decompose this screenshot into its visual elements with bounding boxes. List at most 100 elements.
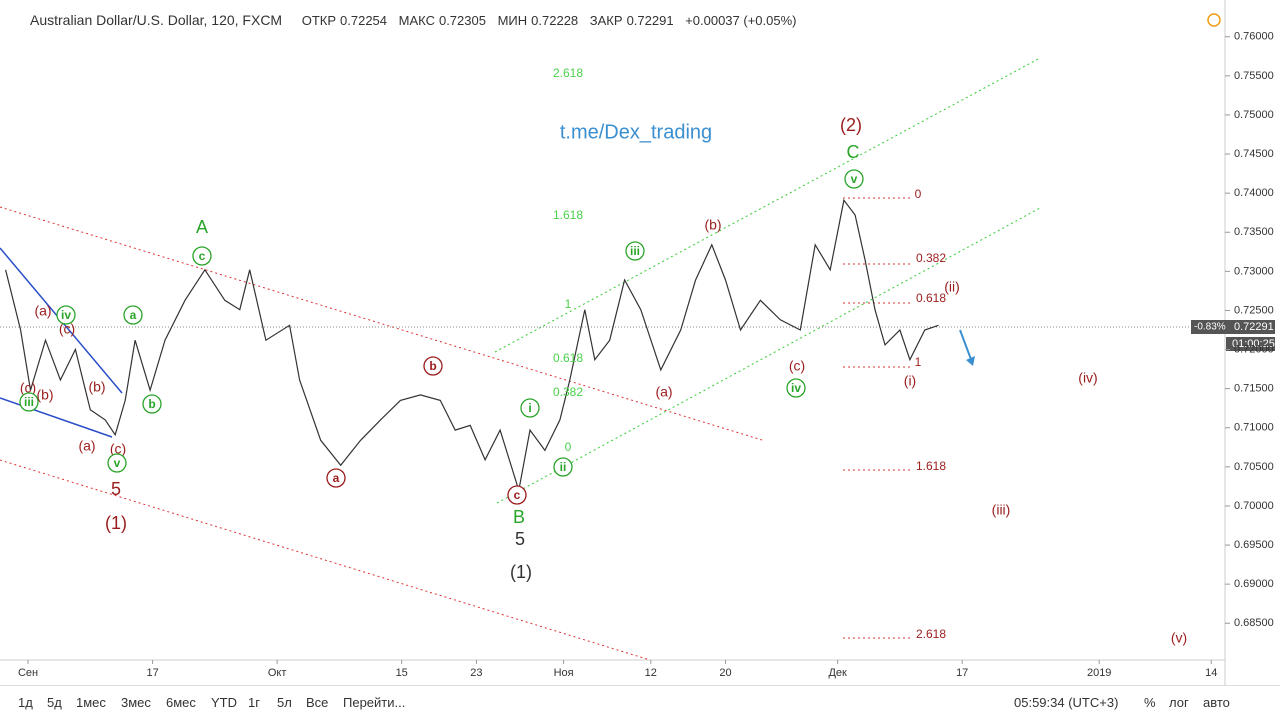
x-tick-label: Окт: [268, 667, 287, 679]
annotation: (a): [655, 384, 672, 400]
ohlc-value: 0.72254: [340, 13, 388, 28]
annotation: iii: [630, 244, 640, 258]
annotation: v: [851, 172, 858, 186]
trend-line: [0, 397, 113, 438]
channel-line: [0, 459, 651, 661]
symbol-title[interactable]: Australian Dollar/U.S. Dollar, 120, FXCM: [30, 12, 283, 28]
annotation: (1): [105, 513, 127, 533]
annotation: (i): [904, 373, 916, 389]
channel-line: [494, 57, 1041, 353]
y-tick-label: 0.72000: [1234, 343, 1274, 355]
percent-toggle[interactable]: %: [1144, 695, 1156, 710]
range-button[interactable]: 6мес: [166, 695, 196, 710]
x-tick-label: 14: [1205, 667, 1217, 679]
annotation: C: [847, 142, 860, 162]
annotation: (b): [704, 217, 721, 233]
annotation: 1: [915, 355, 922, 369]
y-tick-label: 0.76000: [1234, 31, 1274, 43]
x-tick-label: Ноя: [554, 667, 574, 679]
range-button[interactable]: 5д: [47, 695, 62, 710]
x-tick-label: 20: [719, 667, 731, 679]
wave-circle: [123, 305, 143, 325]
y-tick-label: 0.71500: [1234, 383, 1274, 395]
annotation: 2.618: [553, 66, 583, 80]
y-tick-label: 0.74500: [1234, 148, 1274, 160]
annotation: (b): [36, 387, 53, 403]
annotation: b: [148, 397, 155, 411]
annotation: a: [130, 308, 137, 322]
annotation: 5: [111, 479, 121, 499]
ohlc-label: МАКС: [398, 13, 435, 28]
annotation: a: [333, 471, 340, 485]
arrow: [959, 329, 973, 363]
wave-circle: [520, 398, 540, 418]
annotation: (a): [78, 438, 95, 454]
annotation: (2): [840, 115, 862, 135]
annotation: c: [514, 488, 521, 502]
annotation: 0: [915, 187, 922, 201]
auto-toggle[interactable]: авто: [1203, 695, 1230, 710]
x-tick-label: 17: [146, 667, 158, 679]
range-button[interactable]: 3мес: [121, 695, 151, 710]
annotation: c: [199, 249, 206, 263]
annotation: iii: [24, 395, 34, 409]
range-button[interactable]: 1мес: [76, 695, 106, 710]
change: +0.00037 (+0.05%): [685, 13, 797, 28]
annotation: (a): [34, 303, 51, 319]
range-button[interactable]: 1г: [248, 695, 260, 710]
annotation: 0.382: [916, 251, 946, 265]
price-value: 0.72291: [1234, 321, 1274, 333]
annotation: 5: [515, 529, 525, 549]
price-line: [5, 198, 939, 491]
annotation: 0.382: [553, 385, 583, 399]
log-toggle[interactable]: лог: [1169, 695, 1189, 710]
price-change: -0.83%: [1194, 322, 1226, 333]
toolbar: Перейти... 05:59:34 (UTC+3) % лог авто 1…: [0, 685, 1280, 721]
annotation: (1): [510, 562, 532, 582]
wave-circle: [107, 453, 127, 473]
y-tick-label: 0.73000: [1234, 265, 1274, 277]
x-tick-label: Дек: [828, 667, 847, 679]
ohlc-label: ОТКР: [301, 13, 337, 28]
price-tag: [1191, 320, 1275, 334]
y-tick-label: 0.69500: [1234, 539, 1274, 551]
annotation: t.me/Dex_trading: [560, 121, 712, 143]
annotation: 0: [565, 440, 572, 454]
ohlc-value: 0.72291: [626, 13, 674, 28]
x-tick-label: 15: [396, 667, 408, 679]
y-tick-label: 0.74000: [1234, 187, 1274, 199]
chart: -0.83% 0.72291 01:00:25 0.68500 0.69000 0.…: [0, 0, 1275, 685]
range-button[interactable]: YTD: [211, 695, 237, 710]
wave-circle: [786, 378, 806, 398]
x-tick-label: 2019: [1087, 667, 1111, 679]
x-tick-label: 17: [956, 667, 968, 679]
x-tick-label: 12: [645, 667, 657, 679]
clock: 05:59:34 (UTC+3): [1014, 695, 1119, 710]
y-tick-label: 0.75500: [1234, 70, 1274, 82]
wave-circle: [844, 169, 864, 189]
annotation: (iii): [992, 502, 1011, 518]
range-button[interactable]: 1д: [18, 695, 33, 710]
goto-button[interactable]: Перейти...: [343, 695, 406, 710]
ohlc-value: 0.72228: [531, 13, 579, 28]
wave-circle: [142, 394, 162, 414]
range-button[interactable]: 5л: [277, 695, 292, 710]
ohlc-value: 0.72305: [438, 13, 486, 28]
annotation: (c): [20, 380, 36, 396]
annotation: 1.618: [916, 459, 946, 473]
y-tick-label: 0.70000: [1234, 500, 1274, 512]
annotation: v: [114, 456, 121, 470]
wave-circle: [423, 356, 443, 376]
annotation: iv: [61, 308, 71, 322]
wave-circle: [625, 241, 645, 261]
annotation: b: [429, 359, 436, 373]
annotation: 0.618: [916, 291, 946, 305]
range-button[interactable]: Все: [306, 695, 329, 710]
alert-icon[interactable]: [1207, 13, 1221, 27]
wave-circle: [192, 246, 212, 266]
ohlc-label: ЗАКР: [589, 13, 623, 28]
annotation: 1: [565, 297, 572, 311]
annotation: (iv): [1078, 370, 1097, 386]
annotation: (c): [59, 321, 75, 337]
